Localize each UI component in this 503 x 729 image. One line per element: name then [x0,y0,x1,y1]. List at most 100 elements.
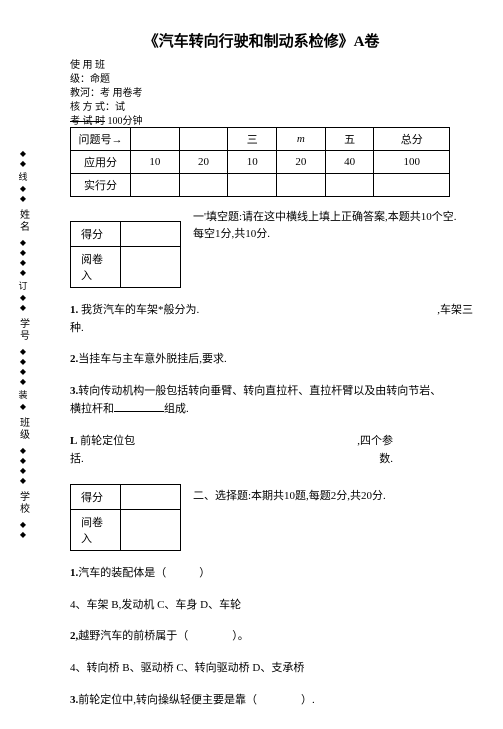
header-text: 核 方 式： [70,101,115,115]
question-3: 3.转向传动机构一般包括转向垂臂、转向直拉杆、直拉杆臂以及由转向节岩、 横拉杆和… [70,383,473,419]
header-text: 用卷考 [113,87,143,101]
question-text: 当挂车与主车意外脱挂后,要求. [78,353,227,365]
table-cell: 100 [374,151,450,174]
table-cell: 应用分 [71,151,131,174]
table-cell: 20 [277,151,326,174]
diamond-icon: ◆ [20,403,26,411]
question-num: 3. [70,385,78,397]
table-cell: 总分 [374,128,450,151]
question-num: L [70,435,77,447]
table-cell [121,247,181,288]
side-label: 学校 [16,491,31,515]
question-options: 4、车架 B,发动机 C、车身 D、车轮 [70,597,473,615]
question-text: 横拉杆和 [70,403,114,415]
table-row: 问题号→ 三 m 五 总分 [71,128,450,151]
question-text: 越野汽车的前桥属于（ ）。 [78,630,249,642]
side-label: 订 [18,279,27,292]
question-text: 前轮定位包 [80,435,135,447]
question-num: 2, [70,630,78,642]
header-text: 级：命题 [70,73,110,87]
question-text: 组成. [164,403,189,415]
header-text: 教河：考 [70,87,110,101]
section-text: 一'填空题:请在这中横线上填上正确答案,本题共10个空. [193,211,457,223]
table-cell [277,174,326,197]
score-box: 得分 阅卷入 [70,221,181,288]
diamond-icon: ◆ [20,368,26,376]
table-row: 应用分 10 20 10 20 40 100 [71,151,450,174]
diamond-icon: ◆ [20,239,26,247]
question-options: 4、转向桥 B、驱动桥 C、转向驱动桥 D、支承桥 [70,660,473,678]
table-cell [121,510,181,551]
question-num: 1. [70,304,78,316]
section-title: 一'填空题:请在这中横线上填上正确答案,本题共10个空. 每空1分,共10分. [193,209,473,242]
side-label: 装 [18,388,27,401]
table-cell [131,174,180,197]
table-cell: 五 [325,128,374,151]
table-cell: 实行分 [71,174,131,197]
fill-blank [114,400,164,412]
question-num: 1. [70,567,78,579]
diamond-icon: ◆ [20,467,26,475]
side-label: 姓名 [16,209,31,233]
question-2: 2.当挂车与主车意外脱挂后,要求. [70,351,473,369]
question-2-2: 2,越野汽车的前桥属于（ ）。 [70,628,473,646]
diamond-icon: ◆ [20,150,26,158]
table-cell: 40 [325,151,374,174]
table-cell [325,174,374,197]
question-text: 数. [379,451,393,469]
question-num: 3. [70,694,78,706]
question-text: 我货汽车的车架*般分为. [81,304,199,316]
header-text: 考 试 时 [70,115,105,129]
diamond-icon: ◆ [20,304,26,312]
question-text: 前轮定位中,转向操纵轻便主要是靠（ ）. [78,694,315,706]
table-cell [179,174,228,197]
diamond-icon: ◆ [20,160,26,168]
diamond-icon: ◆ [20,195,26,203]
diamond-icon: ◆ [20,457,26,465]
diamond-icon: ◆ [20,294,26,302]
diamond-icon: ◆ [20,477,26,485]
question-2-3: 3.前轮定位中,转向操纵轻便主要是靠（ ）. [70,692,473,710]
header-text: 试 [115,101,125,115]
side-label: 学号 [16,318,31,342]
table-cell [374,174,450,197]
score-box: 得分 间卷入 [70,484,181,551]
diamond-icon: ◆ [20,185,26,193]
question-text: 汽车的装配体是（ ） [78,567,210,579]
header-info: 使 用 班 级：命题 教河：考 用卷考 核 方 式：试 考 试 时 100分钟 [70,59,473,129]
table-cell: 10 [131,151,180,174]
question-text: ,四个参 [357,433,393,451]
side-label: 线 [18,170,27,183]
table-cell: 间卷入 [71,510,121,551]
exam-page: 《汽车转向行驶和制动系检修》A卷 使 用 班 级：命题 教河：考 用卷考 核 方… [0,0,503,729]
question-text: 括. [70,451,84,469]
diamond-icon: ◆ [20,378,26,386]
question-text: 种. [70,320,473,338]
table-cell [179,128,228,151]
table-cell [131,128,180,151]
question-text: 转向传动机构一般包括转向垂臂、转向直拉杆、直拉杆臂以及由转向节岩、 [78,385,441,397]
diamond-icon: ◆ [20,531,26,539]
table-row: 实行分 [71,174,450,197]
diamond-icon: ◆ [20,249,26,257]
table-cell: 三 [228,128,277,151]
header-text: 使 用 班 [70,59,105,73]
section-text: 每空1分,共10分. [193,228,270,240]
question-text: ,车架三 [437,302,473,320]
header-text: 100分钟 [108,115,143,129]
diamond-icon: ◆ [20,348,26,356]
table-cell [121,485,181,510]
diamond-icon: ◆ [20,358,26,366]
binding-sidebar: ◆ ◆ 线 ◆ ◆ 姓名 ◆ ◆ ◆ ◆ 订 ◆ ◆ 学号 ◆ ◆ ◆ ◆ 装 … [8,150,38,539]
table-cell: 得分 [71,485,121,510]
score-table: 问题号→ 三 m 五 总分 应用分 10 20 10 20 40 100 实行分 [70,127,450,197]
diamond-icon: ◆ [20,521,26,529]
side-label: 班级 [16,417,31,441]
question-num: 2. [70,353,78,365]
table-cell: 20 [179,151,228,174]
diamond-icon: ◆ [20,447,26,455]
question-L: L 前轮定位包 ,四个参 括. 数. [70,433,473,468]
table-cell: 得分 [71,222,121,247]
table-cell: m [277,128,326,151]
table-cell [228,174,277,197]
